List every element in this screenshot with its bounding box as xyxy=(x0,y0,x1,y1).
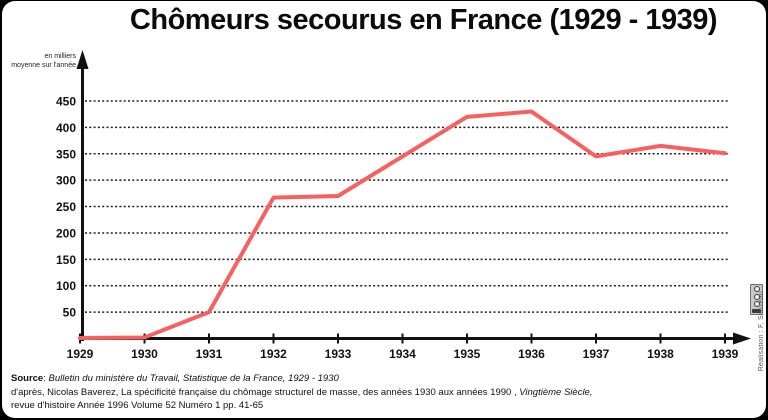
svg-text:1933: 1933 xyxy=(325,347,352,361)
source-line2: d'après, Nicolas Baverez, La spécificité… xyxy=(11,386,593,398)
svg-text:100: 100 xyxy=(56,279,76,293)
data-series xyxy=(78,109,727,340)
source-line1: Source: Bulletin du ministère du Travail… xyxy=(11,373,339,384)
svg-text:1939: 1939 xyxy=(712,347,739,361)
source-block: Source: Bulletin du ministère du Travail… xyxy=(11,372,736,413)
y-axis-unit-line1: en milliers xyxy=(44,53,76,60)
svg-text:450: 450 xyxy=(56,94,76,108)
source-label: Source xyxy=(11,373,44,384)
svg-text:1932: 1932 xyxy=(260,347,287,361)
svg-text:1935: 1935 xyxy=(454,347,481,361)
y-axis-unit-label: en milliers moyenne sur l'année xyxy=(2,52,76,70)
x-ticks xyxy=(79,333,726,344)
svg-text:1931: 1931 xyxy=(196,347,223,361)
source-line3: revue d'histoire Année 1996 Volume 52 Nu… xyxy=(11,400,264,411)
svg-text:200: 200 xyxy=(56,226,76,240)
svg-text:250: 250 xyxy=(56,200,76,214)
x-tick-labels: 1929 1930 1931 1932 1933 1934 1935 1936 1937 1938… xyxy=(67,347,739,361)
cc-circle-icon xyxy=(753,286,760,293)
svg-text:1930: 1930 xyxy=(131,347,158,361)
author-credit: Réalisation : F. Sauzeau xyxy=(758,290,765,371)
svg-text:1937: 1937 xyxy=(583,347,610,361)
cc-circle-icon xyxy=(753,301,760,308)
cc-circle-icon xyxy=(753,293,760,300)
svg-text:1934: 1934 xyxy=(389,347,416,361)
svg-text:1938: 1938 xyxy=(647,347,674,361)
creative-commons-license-icon xyxy=(750,284,763,315)
y-axis-unit-line2: moyenne sur l'année xyxy=(11,62,76,69)
svg-text:1929: 1929 xyxy=(67,347,94,361)
svg-text:150: 150 xyxy=(56,253,76,267)
y-tick-labels: 50 100 150 200 250 300 350 400 450 xyxy=(56,94,76,319)
chart-title: Chômeurs secourus en France (1929 - 1939… xyxy=(129,4,718,36)
svg-text:300: 300 xyxy=(56,174,76,188)
cc-bar-icon xyxy=(752,308,761,313)
source-reference: Bulletin du ministère du Travail, Statis… xyxy=(48,373,339,384)
gridlines xyxy=(85,100,729,313)
axes xyxy=(76,50,751,345)
svg-text:50: 50 xyxy=(63,306,77,320)
series-line xyxy=(78,109,727,340)
journal-name: Vingtième Siècle, xyxy=(519,386,593,398)
svg-text:350: 350 xyxy=(56,147,76,161)
svg-text:400: 400 xyxy=(56,121,76,135)
svg-text:1936: 1936 xyxy=(518,347,545,361)
